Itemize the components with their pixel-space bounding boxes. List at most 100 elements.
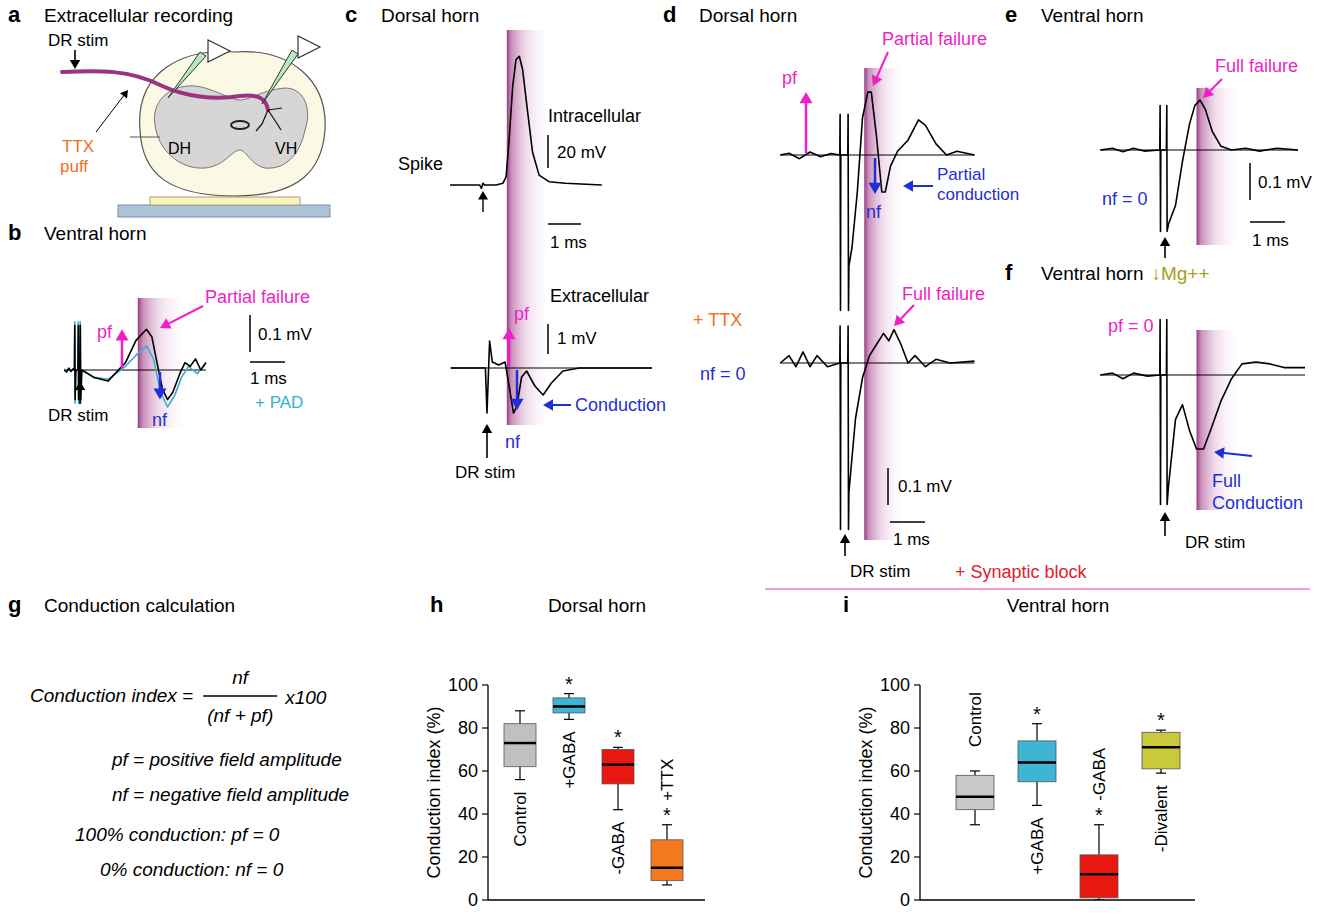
spike-label: Spike	[398, 154, 443, 174]
arrow-shaft	[486, 431, 488, 458]
pf-arrow	[116, 329, 129, 368]
arrow-head	[503, 328, 516, 339]
trace	[64, 326, 206, 400]
region-label: DH	[168, 140, 191, 157]
box	[1080, 855, 1118, 898]
stim-arrow	[482, 424, 492, 458]
central-canal	[231, 121, 249, 129]
whisker-cap	[1032, 805, 1042, 806]
arrow-shaft	[121, 338, 124, 368]
stim-label: DR stim	[455, 463, 515, 482]
y-tick	[914, 856, 920, 857]
scale-bar-voltage	[547, 324, 549, 354]
panel-title: Ventral horn	[1041, 263, 1143, 284]
legend-label: + PAD	[255, 393, 303, 412]
ttx-arrow	[96, 90, 128, 132]
scale-label: 1 ms	[550, 233, 587, 252]
arrow-head	[116, 329, 129, 340]
arrow-shaft	[1209, 79, 1222, 92]
whisker-cap	[1094, 899, 1104, 900]
annotation: Partial failure	[882, 29, 987, 49]
stim-label: DR stim	[48, 406, 108, 425]
whisker-cap	[1156, 773, 1166, 774]
panel-title-suffix: ↓Mg++	[1151, 263, 1209, 284]
nf-arrow	[154, 372, 167, 400]
panel-letter: b	[8, 220, 21, 245]
baseline	[780, 363, 974, 364]
arrow-shaft	[508, 337, 511, 366]
tick-label: 100	[448, 675, 478, 695]
tick-label: 40	[890, 804, 910, 824]
whisker	[617, 784, 618, 810]
whisker	[974, 771, 975, 775]
pf-label: pf = 0	[1108, 316, 1154, 336]
whisker	[1036, 724, 1037, 741]
conduction-window	[1197, 88, 1236, 245]
median	[956, 796, 994, 799]
y-axis	[487, 685, 488, 900]
whisker-cap	[662, 884, 672, 885]
panel-title: Dorsal horn	[381, 5, 479, 26]
plot-area	[956, 724, 1180, 900]
category-label: Control	[966, 692, 985, 747]
y-tick	[482, 684, 488, 685]
category-label: +TTX	[658, 759, 677, 801]
y-axis	[919, 685, 920, 900]
category-label: -GABA	[1090, 747, 1109, 801]
scale-label: 0.1 mV	[1258, 173, 1313, 192]
y-tick	[914, 727, 920, 728]
whisker	[568, 713, 569, 719]
significance: *	[1157, 709, 1165, 731]
median	[1080, 873, 1118, 876]
synaptic-block-line	[765, 588, 1310, 590]
y-tick	[482, 899, 488, 900]
nf-label: nf = 0	[1102, 189, 1148, 209]
stim-arrow	[840, 534, 850, 556]
y-tick	[914, 684, 920, 685]
annotation: Partial failure	[205, 287, 310, 307]
formula-numerator: nf	[232, 667, 250, 688]
nf-label: nf = 0	[700, 364, 746, 384]
electrode	[262, 50, 298, 104]
scale-label: 1 ms	[893, 530, 930, 549]
median	[504, 742, 536, 745]
y-tick	[482, 856, 488, 857]
pf-label: pf	[97, 322, 113, 342]
chart-title: Ventral horn	[1007, 595, 1109, 616]
arrow-shaft	[1164, 244, 1166, 258]
whisker	[666, 881, 667, 885]
scale-bar-time	[548, 223, 581, 225]
formula-factor: x100	[284, 687, 327, 708]
significance: *	[1095, 804, 1103, 826]
whisker	[519, 711, 520, 724]
whisker	[519, 767, 520, 780]
label-line: Partial	[937, 165, 985, 184]
box	[956, 775, 994, 809]
arrow-shaft	[96, 95, 124, 132]
annotation: Full failure	[1215, 56, 1298, 76]
trace	[64, 322, 206, 407]
electrode	[168, 52, 206, 98]
trace	[780, 326, 974, 530]
arrow-head	[482, 424, 492, 433]
box	[504, 724, 536, 767]
formula-lhs: Conduction index =	[30, 685, 193, 706]
median	[1142, 746, 1180, 749]
whisker	[666, 825, 667, 840]
definition: pf = positive field amplitude	[111, 749, 342, 770]
scale-bar-voltage	[1249, 163, 1251, 200]
arrow-head	[70, 60, 80, 69]
panel-title: Conduction calculation	[44, 595, 235, 616]
panel-letter: c	[345, 2, 357, 27]
region-label: VH	[275, 140, 297, 157]
amplifier	[298, 36, 320, 58]
significance: *	[565, 673, 573, 695]
arrow-shaft	[911, 185, 933, 187]
spinal-cord	[140, 52, 326, 196]
arrow-shaft	[1222, 453, 1252, 456]
scale-label: 1 mV	[557, 329, 597, 348]
arrow-shaft	[805, 101, 808, 153]
limit: 0% conduction: nf = 0	[100, 859, 284, 880]
definition: nf = negative field amplitude	[112, 784, 349, 805]
y-tick	[482, 813, 488, 814]
